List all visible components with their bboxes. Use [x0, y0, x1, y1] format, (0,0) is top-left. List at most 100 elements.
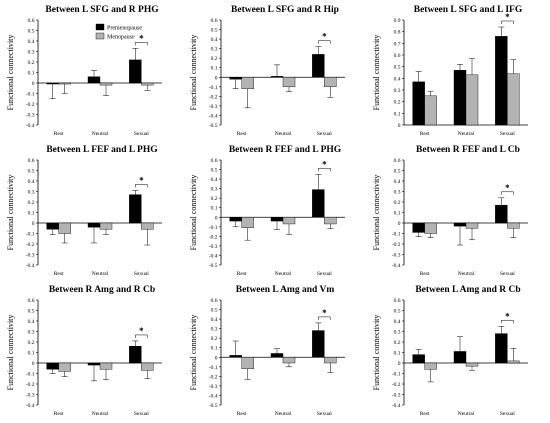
bar-menopause-neutral [99, 82, 113, 86]
bar-menopause-sexual [507, 73, 520, 126]
y-axis-label: Functional connectivity [372, 35, 381, 111]
y-tick-label: -0.1 [392, 372, 401, 378]
x-category-label: Neutral [458, 131, 475, 137]
y-tick-label: 0.3 [394, 190, 401, 196]
y-tick-label: 0.3 [28, 190, 35, 196]
bar-menopause-rest [58, 222, 71, 234]
y-axis-label: Functional connectivity [372, 315, 381, 391]
chart-title: Between L SFG and R Hip [231, 5, 339, 15]
y-tick-label: -0.2 [209, 94, 218, 100]
significance-bracket [501, 320, 514, 324]
y-tick-label: 0 [32, 361, 35, 367]
legend-label: Premenopause [107, 26, 142, 32]
y-tick-label: -0.4 [392, 263, 401, 269]
bar-premenopause-sexual [312, 54, 325, 78]
bar-premenopause-neutral [453, 69, 467, 126]
y-tick-label: 0.6 [211, 298, 218, 304]
x-category-label: Neutral [458, 411, 475, 417]
y-tick-label: -0.5 [209, 403, 218, 409]
chart-title: Between R FEF and L Cb [416, 145, 520, 155]
x-category-label: Rest [420, 271, 430, 277]
y-tick-label: 0.3 [28, 330, 35, 336]
bar-premenopause-neutral [87, 222, 101, 228]
y-tick-label: 0.3 [394, 88, 401, 94]
legend-swatch [95, 23, 105, 31]
y-tick-label: 0.5 [28, 29, 35, 35]
significance-bracket [135, 334, 148, 338]
x-category-label: Sexual [317, 411, 332, 417]
y-tick-label: 0.4 [394, 179, 401, 185]
significance-star: * [505, 12, 510, 22]
significance-bracket [135, 184, 148, 188]
y-tick-label: 0.5 [394, 309, 401, 315]
significance-star: * [139, 326, 144, 336]
y-tick-label: 0.6 [394, 158, 401, 164]
chart-panel-8: Between L Amg and Vm Functional connectiv… [189, 285, 345, 417]
bar-menopause-sexual [324, 357, 337, 364]
y-tick-label: 0 [215, 75, 218, 81]
y-tick-label: -0.2 [26, 242, 35, 248]
x-category-label: Rest [54, 271, 64, 277]
y-tick-label: -0.2 [26, 382, 35, 388]
bar-premenopause-rest [46, 82, 59, 85]
y-tick-label: 0.8 [394, 30, 401, 36]
x-category-label: Rest [420, 131, 430, 137]
y-tick-label: 0.1 [394, 351, 401, 357]
bar-menopause-neutral [465, 74, 479, 126]
y-tick-label: 0.4 [28, 319, 35, 325]
x-category-label: Neutral [275, 271, 292, 277]
x-category-label: Rest [54, 411, 64, 417]
bar-premenopause-rest [229, 217, 242, 222]
x-category-label: Sexual [500, 131, 515, 137]
y-tick-label: -0.3 [26, 253, 35, 259]
y-tick-label: 0.5 [28, 169, 35, 175]
y-tick-label: -0.1 [26, 232, 35, 238]
y-tick-label: -0.1 [209, 225, 218, 231]
y-axis-label: Functional connectivity [189, 315, 198, 391]
y-tick-label: 0.6 [394, 298, 401, 304]
y-tick-label: 0.5 [394, 65, 401, 71]
y-tick-label: 0.3 [211, 187, 218, 193]
bar-premenopause-sexual [129, 194, 142, 224]
bar-menopause-sexual [141, 222, 154, 230]
x-category-label: Neutral [275, 411, 292, 417]
y-tick-label: 0.2 [394, 100, 401, 106]
bar-premenopause-sexual [495, 36, 508, 126]
bar-premenopause-rest [229, 355, 242, 358]
significance-star: * [322, 159, 327, 169]
y-tick-label: 0.6 [28, 298, 35, 304]
chart-panel-3: Between L SFG and L IFG Functional connec… [372, 5, 528, 137]
y-axis-label: Functional connectivity [189, 175, 198, 251]
y-tick-label: -0.3 [26, 393, 35, 399]
bar-premenopause-neutral [453, 351, 467, 364]
y-tick-label: 0.1 [28, 211, 35, 217]
y-tick-label: 0.6 [28, 158, 35, 164]
y-tick-label: 0.5 [394, 169, 401, 175]
bar-menopause-neutral [282, 77, 296, 88]
bar-menopause-sexual [507, 222, 520, 229]
chart-title: Between L FEF and L PHG [46, 145, 158, 155]
y-tick-label: 0.4 [211, 177, 218, 183]
significance-star: * [322, 308, 327, 318]
y-tick-label: 0.2 [28, 340, 35, 346]
y-tick-label: 0.2 [28, 60, 35, 66]
y-tick-label: 0.5 [211, 168, 218, 174]
y-tick-label: -0.4 [26, 263, 35, 269]
y-tick-label: -0.1 [209, 365, 218, 371]
y-tick-label: 0 [215, 355, 218, 361]
y-tick-label: 0.4 [394, 76, 401, 82]
y-tick-label: -0.4 [209, 393, 218, 399]
y-tick-label: 0.1 [211, 66, 218, 72]
significance-star: * [505, 183, 510, 193]
y-tick-label: 0.6 [28, 18, 35, 24]
bar-menopause-rest [241, 217, 254, 228]
y-tick-label: 0.5 [28, 309, 35, 315]
bar-menopause-sexual [324, 217, 337, 225]
bar-premenopause-rest [46, 362, 59, 370]
bar-menopause-rest [58, 362, 71, 372]
bar-premenopause-sexual [495, 204, 508, 224]
y-tick-label: 0.2 [394, 340, 401, 346]
bar-premenopause-sexual [312, 330, 325, 358]
significance-star: * [139, 33, 144, 43]
bar-menopause-neutral [465, 362, 479, 367]
